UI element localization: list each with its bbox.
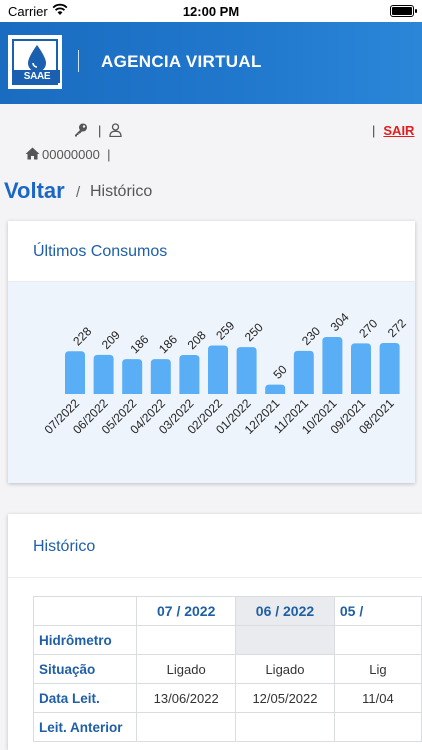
status-bar: Carrier 12:00 PM xyxy=(0,0,422,22)
app-header: SAAE AGENCIA VIRTUAL xyxy=(0,22,422,104)
history-column-header: 06 / 2022 xyxy=(235,596,335,626)
chart-data-label: 209 xyxy=(99,328,123,352)
logout-area: | SAIR xyxy=(372,123,414,138)
chart-bar xyxy=(122,359,143,394)
breadcrumb-separator: / xyxy=(76,184,81,201)
separator: | xyxy=(107,147,111,162)
chart-data-label: 250 xyxy=(242,320,266,344)
history-row-label: Hidrômetro xyxy=(32,625,138,655)
chart-data-label: 208 xyxy=(185,328,209,352)
history-card-title: Histórico xyxy=(33,538,96,555)
history-row-label: Situação xyxy=(32,654,138,684)
chart-data-label: 304 xyxy=(328,310,352,334)
chart-data-label: 270 xyxy=(356,316,380,340)
consumption-chart-svg: 22807/202220906/202218605/202218604/2022… xyxy=(42,310,410,437)
separator: | xyxy=(98,123,102,138)
history-table: 07 / 2022 06 / 2022 05 / Hidrômetro Situ… xyxy=(32,596,422,742)
chart-bar xyxy=(351,343,371,394)
wifi-icon xyxy=(52,3,68,19)
history-cell xyxy=(333,625,422,655)
water-drop-icon xyxy=(28,45,46,72)
chart-data-label: 230 xyxy=(299,324,323,348)
saae-logo[interactable]: SAAE xyxy=(8,35,62,89)
chart-bar xyxy=(208,345,228,394)
home-icon xyxy=(25,147,40,165)
battery-icon xyxy=(390,5,417,17)
history-column-header: 05 / xyxy=(333,596,422,626)
chart-bar xyxy=(293,350,314,394)
consumption-chart: 228 07/2022 209 06/2022 186 05/2022 186 04/2022… xyxy=(8,282,415,483)
history-header-corner xyxy=(32,596,138,626)
consumption-card-title: Últimos Consumos xyxy=(33,243,168,260)
separator: | xyxy=(372,123,376,138)
history-cell: Ligado xyxy=(136,654,237,684)
chart-data-label: 259 xyxy=(213,318,237,342)
user-icon[interactable] xyxy=(109,123,122,142)
consumption-card: Últimos Consumos 228 07/2022 209 06/2022 186… xyxy=(8,221,415,483)
history-cell: Lig xyxy=(333,654,422,684)
chart-bar xyxy=(150,359,171,394)
back-link[interactable]: Voltar xyxy=(4,178,65,203)
logout-link[interactable]: SAIR xyxy=(383,123,415,138)
history-row-label: Data Leit. xyxy=(32,683,138,713)
breadcrumb-current: Histórico xyxy=(90,183,153,200)
carrier-label: Carrier xyxy=(8,4,48,19)
property-code-value: 00000000 xyxy=(42,147,100,162)
history-cell xyxy=(136,712,237,742)
history-row: Situação Ligado Ligado Lig xyxy=(32,654,422,684)
history-cell: 11/04 xyxy=(333,683,422,713)
history-column-header: 07 / 2022 xyxy=(136,596,237,626)
chart-bar xyxy=(379,343,400,394)
card-divider xyxy=(8,281,415,282)
chart-bar xyxy=(322,337,343,394)
history-cell xyxy=(136,625,237,655)
history-cell xyxy=(235,712,335,742)
history-cell: Ligado xyxy=(235,654,335,684)
card-divider xyxy=(8,577,422,578)
chart-bar xyxy=(93,354,114,394)
chart-data-label: 228 xyxy=(70,324,94,348)
header-divider xyxy=(78,50,79,72)
chart-bar xyxy=(179,355,200,394)
history-cell: 12/05/2022 xyxy=(235,683,335,713)
history-cell: 13/06/2022 xyxy=(136,683,237,713)
chart-bar xyxy=(236,347,257,394)
chart-data-label: 272 xyxy=(385,316,409,340)
chart-bar xyxy=(265,384,286,394)
history-row: Hidrômetro xyxy=(32,625,422,655)
property-code: 00000000 | xyxy=(42,147,110,162)
chart-data-label: 186 xyxy=(127,332,151,356)
chart-bar xyxy=(65,351,85,394)
chart-data-label: 50 xyxy=(270,362,290,382)
chart-data-label: 186 xyxy=(156,332,180,356)
history-card: Histórico 07 / 2022 06 / 2022 05 / Hidrô… xyxy=(8,514,422,750)
history-row: Leit. Anterior xyxy=(32,712,422,742)
clock: 12:00 PM xyxy=(182,4,240,19)
history-row: Data Leit. 13/06/2022 12/05/2022 11/04 xyxy=(32,683,422,713)
logo-text: SAAE xyxy=(14,70,60,83)
history-row-label: Leit. Anterior xyxy=(32,712,138,742)
history-cell xyxy=(235,625,335,655)
history-header-row: 07 / 2022 06 / 2022 05 / xyxy=(32,596,422,626)
header-title: AGENCIA VIRTUAL xyxy=(101,52,262,71)
user-bar: | | SAIR 00000000 | xyxy=(0,104,422,170)
history-cell xyxy=(333,712,422,742)
key-icon[interactable] xyxy=(73,123,88,142)
